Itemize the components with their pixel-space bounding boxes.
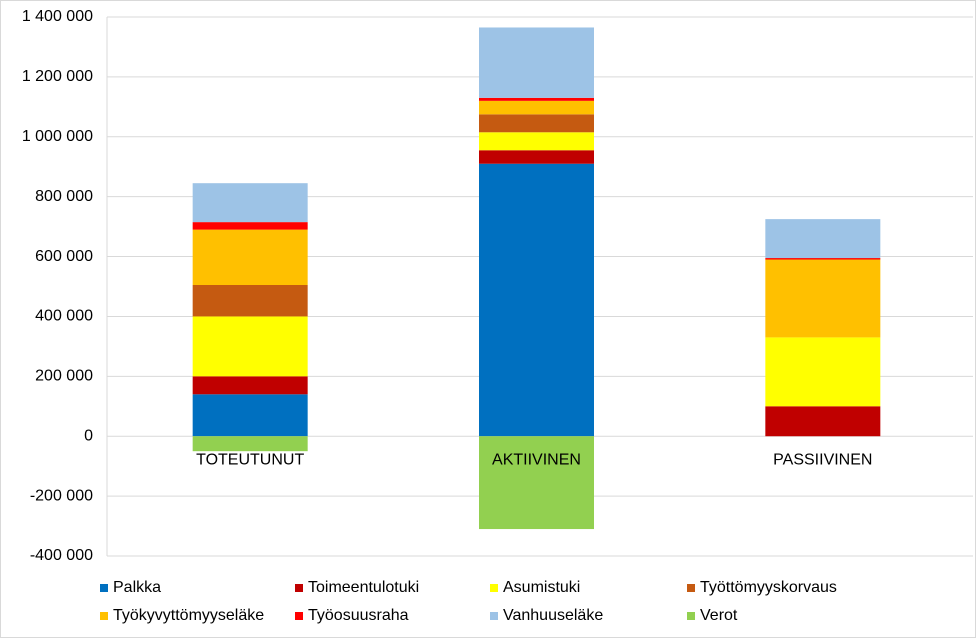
- bar-segment: [192, 394, 308, 437]
- bar-segment: [479, 97, 594, 101]
- legend-label: Verot: [700, 607, 738, 624]
- bar-segment: [479, 100, 594, 115]
- legend-marker: [687, 584, 695, 592]
- y-tick-label: 1 000 000: [22, 128, 93, 145]
- legend-marker: [295, 584, 303, 592]
- y-tick-label: 1 200 000: [22, 68, 93, 85]
- bar-segment: [192, 183, 308, 223]
- bar-segment: [479, 163, 594, 437]
- x-tick-label: AKTIIVINEN: [492, 451, 581, 468]
- y-tick-label: 0: [84, 427, 93, 444]
- bar-segment: [192, 436, 308, 452]
- legend-label: Toimeentulotuki: [308, 579, 419, 596]
- y-tick-label: 400 000: [35, 308, 93, 325]
- legend-label: Työosuusraha: [308, 607, 409, 624]
- legend-label: Työkyvyttömyyseläke: [113, 607, 264, 624]
- legend-marker: [490, 584, 498, 592]
- bar-segment: [765, 406, 881, 437]
- legend-marker: [490, 612, 498, 620]
- bar-segment: [479, 114, 594, 133]
- bar-segment: [765, 337, 881, 407]
- bar-segment: [765, 219, 881, 259]
- y-tick-label: 1 400 000: [22, 8, 93, 25]
- legend-marker: [687, 612, 695, 620]
- bar-segment: [192, 229, 308, 286]
- legend-label: Palkka: [113, 579, 161, 596]
- legend-label: Vanhuuseläke: [503, 607, 603, 624]
- y-tick-label: 800 000: [35, 188, 93, 205]
- bar-segment: [192, 222, 308, 230]
- y-tick-label: 600 000: [35, 248, 93, 265]
- legend-marker: [295, 612, 303, 620]
- y-tick-label: -200 000: [30, 487, 93, 504]
- bar-segment: [479, 27, 594, 98]
- bar-segment: [765, 258, 881, 260]
- x-tick-label: PASSIIVINEN: [773, 451, 872, 468]
- legend-marker: [100, 584, 108, 592]
- bar-segment: [192, 285, 308, 317]
- legend-marker: [100, 612, 108, 620]
- bar-segment: [479, 150, 594, 164]
- y-tick-label: -400 000: [30, 547, 93, 564]
- legend-label: Työttömyyskorvaus: [700, 579, 837, 596]
- bar-segment: [192, 376, 308, 395]
- bar-segment: [479, 436, 594, 530]
- bar-segment: [765, 259, 881, 338]
- x-tick-label: TOTEUTUNUT: [196, 451, 304, 468]
- bar-segment: [192, 316, 308, 377]
- bar-segment: [479, 132, 594, 151]
- legend-label: Asumistuki: [503, 579, 580, 596]
- y-tick-label: 200 000: [35, 368, 93, 385]
